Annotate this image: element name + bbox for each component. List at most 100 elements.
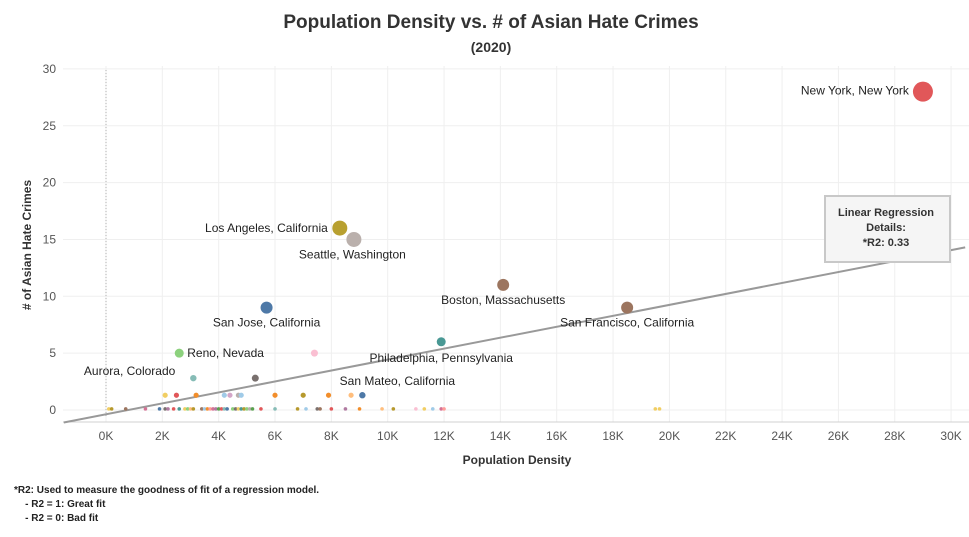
data-point-labeled[interactable] (359, 392, 366, 399)
data-point[interactable] (163, 407, 167, 411)
data-point[interactable] (430, 407, 435, 411)
data-point[interactable] (171, 407, 176, 411)
x-tick-label: 6K (268, 429, 283, 443)
y-tick-label: 5 (49, 346, 56, 360)
data-point[interactable] (325, 392, 332, 398)
data-point-labeled[interactable] (332, 220, 348, 236)
x-axis-ticks: 0K 2K 4K 6K 8K 10K 12K 14K 16K 18K 20K 22K 24K 26K 28K… (99, 429, 962, 443)
x-tick-label: 12K (433, 429, 454, 443)
data-point-labeled[interactable] (912, 81, 933, 102)
data-point[interactable] (219, 407, 224, 411)
point-label: Philadelphia, Pennsylvania (370, 351, 514, 365)
data-point[interactable] (380, 407, 384, 411)
data-point[interactable] (191, 407, 196, 411)
data-point-labeled[interactable] (436, 337, 446, 347)
data-point[interactable] (304, 407, 308, 411)
footnote-line-3: - R2 = 0: Bad fit (14, 513, 99, 524)
data-point[interactable] (391, 407, 396, 411)
data-point[interactable] (177, 407, 182, 411)
data-point[interactable] (259, 407, 263, 411)
data-point[interactable] (202, 407, 207, 411)
data-point[interactable] (214, 407, 218, 411)
data-point[interactable] (193, 392, 199, 398)
data-point[interactable] (250, 407, 255, 411)
data-point[interactable] (245, 407, 249, 411)
data-point[interactable] (272, 392, 278, 398)
data-point[interactable] (205, 407, 210, 411)
data-point[interactable] (157, 407, 162, 411)
data-point[interactable] (343, 407, 348, 411)
data-point[interactable] (247, 407, 252, 411)
x-tick-label: 28K (884, 429, 905, 443)
data-point[interactable] (318, 407, 322, 411)
x-tick-label: 18K (602, 429, 623, 443)
data-point-labeled[interactable] (497, 278, 510, 291)
y-tick-label: 20 (43, 176, 57, 190)
footnote-line-2: - R2 = 1: Great fit (14, 499, 106, 510)
data-point[interactable] (185, 407, 190, 411)
data-point[interactable] (329, 407, 334, 411)
regression-line (63, 246, 966, 424)
data-point[interactable] (236, 407, 241, 411)
data-point[interactable] (166, 407, 170, 411)
data-point[interactable] (242, 407, 246, 411)
data-point[interactable] (183, 407, 187, 411)
data-point[interactable] (233, 407, 238, 411)
data-point[interactable] (442, 407, 446, 411)
data-point[interactable] (414, 407, 418, 411)
data-point[interactable] (188, 407, 193, 411)
data-point[interactable] (238, 392, 244, 398)
y-tick-label: 25 (43, 119, 57, 133)
data-point-labeled[interactable] (346, 231, 362, 247)
data-point[interactable] (653, 407, 658, 411)
data-point-labeled[interactable] (174, 348, 184, 358)
data-point[interactable] (300, 392, 306, 398)
point-label: San Mateo, California (340, 374, 456, 388)
data-point[interactable] (221, 392, 227, 398)
point-label: Aurora, Colorado (84, 364, 176, 378)
data-point[interactable] (123, 407, 128, 411)
point-label: San Jose, California (213, 316, 321, 330)
data-point[interactable] (357, 407, 362, 411)
data-point[interactable] (348, 392, 354, 398)
data-point[interactable] (227, 392, 233, 398)
data-point[interactable] (211, 407, 215, 411)
point-label: Los Angeles, California (205, 221, 328, 235)
regression-box-subtitle: Details: (866, 222, 906, 234)
data-point[interactable] (222, 407, 227, 411)
x-tick-label: 24K (771, 429, 792, 443)
data-point[interactable] (439, 407, 444, 411)
point-label: Reno, Nevada (187, 346, 264, 360)
data-point[interactable] (422, 407, 427, 411)
data-point-labeled[interactable] (260, 301, 273, 314)
data-point-labeled[interactable] (190, 374, 197, 382)
data-point[interactable] (315, 407, 320, 411)
data-point[interactable] (107, 407, 111, 411)
point-group-unlabeled (107, 349, 662, 411)
data-point[interactable] (230, 407, 235, 411)
data-point[interactable] (273, 407, 277, 411)
data-point[interactable] (657, 407, 662, 411)
regression-details-box: Linear Regression Details: *R2: 0.33 (824, 195, 951, 263)
data-point[interactable] (295, 407, 300, 411)
x-tick-label: 14K (490, 429, 511, 443)
data-point-labeled[interactable] (621, 301, 634, 314)
regression-box-title: Linear Regression (838, 207, 934, 219)
data-point[interactable] (251, 374, 259, 382)
x-tick-label: 22K (715, 429, 736, 443)
data-point[interactable] (310, 349, 318, 357)
data-point[interactable] (109, 407, 114, 411)
data-point[interactable] (143, 407, 148, 411)
regression-box-r2: *R2: 0.33 (863, 237, 909, 249)
data-point[interactable] (199, 407, 204, 411)
data-point[interactable] (173, 392, 180, 398)
data-point[interactable] (225, 407, 229, 411)
x-tick-label: 2K (155, 429, 170, 443)
data-point[interactable] (208, 407, 213, 411)
data-point[interactable] (162, 392, 168, 398)
y-tick-label: 30 (43, 62, 57, 76)
data-point[interactable] (239, 407, 244, 411)
y-tick-label: 0 (49, 403, 56, 417)
point-label: New York, New York (801, 84, 910, 98)
data-point[interactable] (216, 407, 221, 411)
